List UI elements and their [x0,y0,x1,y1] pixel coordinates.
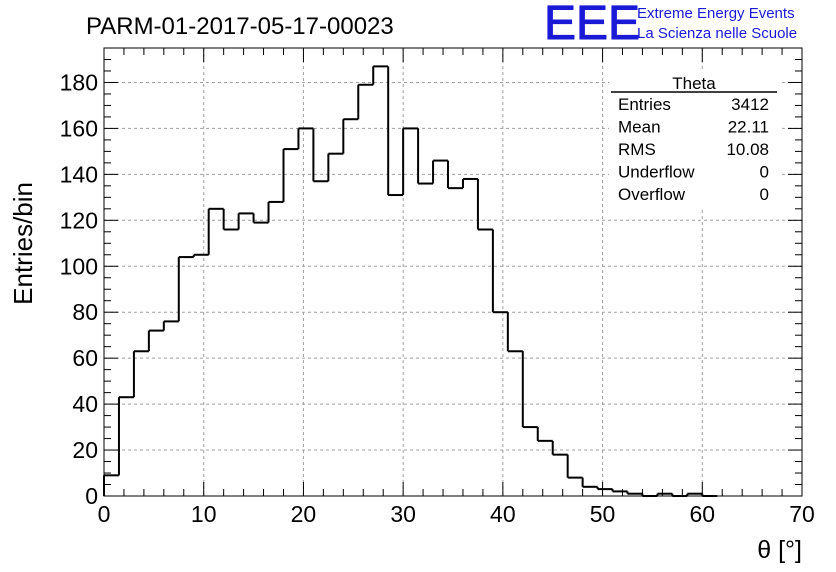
chart-title: PARM-01-2017-05-17-00023 [86,13,394,40]
stats-value: 3412 [731,95,769,114]
plot-frame [103,47,803,497]
stats-title: Theta [672,74,716,93]
stats-value: 0 [760,185,769,204]
eee-logo: EEE Extreme Energy Events La Scienza nel… [544,0,798,51]
y-tick-label: 180 [60,69,98,95]
y-tick-label: 20 [72,437,98,463]
y-tick-label: 120 [60,207,98,233]
x-tick-label: 60 [689,501,715,527]
stats-label: Overflow [618,185,686,204]
y-axis-label: Entries/bin [8,182,38,305]
axis-ticks [103,47,803,497]
x-tick-label: 10 [191,501,217,527]
y-tick-label: 140 [60,161,98,187]
stats-value: 10.08 [726,140,769,159]
x-tick-label: 50 [590,501,616,527]
x-tick-label: 0 [98,501,111,527]
x-axis-label: θ [°] [757,536,802,564]
x-tick-label: 20 [291,501,317,527]
logo-line-1: Extreme Energy Events [637,5,795,22]
y-tick-label: 60 [72,345,98,371]
x-tick-label: 70 [789,501,815,527]
stats-box: Theta Entries 3412 Mean 22.11 RMS 10.08 Underf… [609,72,779,210]
logo-line-2: La Scienza nelle Scuole [637,25,797,42]
x-tick-label: 30 [390,501,416,527]
stats-label: Underflow [618,163,695,182]
y-tick-label: 40 [72,391,98,417]
stats-label: RMS [618,140,656,159]
eee-logo-mark: EEE [544,0,640,50]
y-tick-label: 80 [72,299,98,325]
stats-label: Entries [618,95,671,114]
stats-value: 0 [760,163,769,182]
y-tick-label: 0 [85,483,98,509]
stats-label: Mean [618,118,661,137]
y-tick-label: 100 [60,253,98,279]
stats-box-background [609,72,779,210]
stats-value: 22.11 [728,118,769,137]
y-tick-label: 160 [60,115,98,141]
y-tick-labels: 0 20 40 60 80 100 120 140 160 180 [60,69,98,509]
x-tick-label: 40 [490,501,516,527]
x-tick-labels: 0 10 20 30 40 50 60 70 [98,501,815,527]
